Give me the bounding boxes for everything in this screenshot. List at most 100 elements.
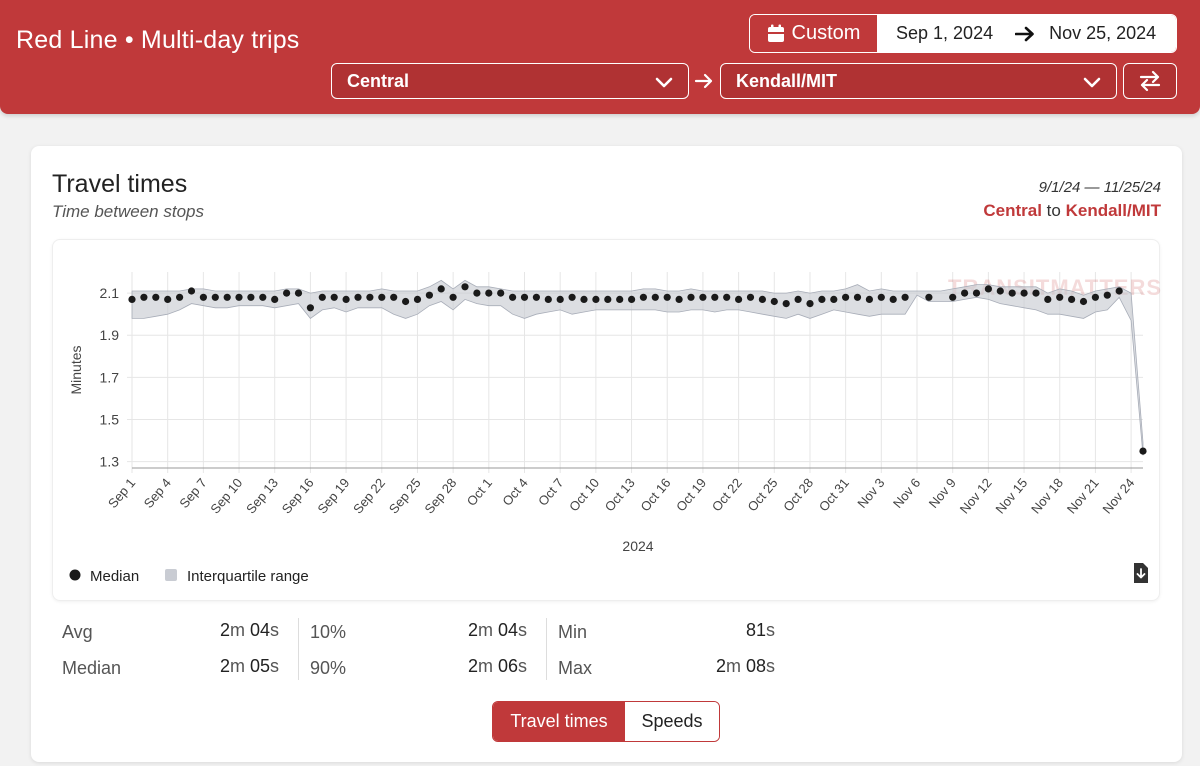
divider — [546, 618, 547, 680]
x-tick-label: Sep 10 — [207, 475, 245, 516]
from-station-label: Central — [347, 70, 410, 91]
median-point — [211, 293, 219, 301]
median-point — [889, 295, 897, 303]
start-date-input[interactable]: Sep 1, 2024 — [896, 23, 994, 43]
median-point — [152, 293, 160, 301]
to-station-label: Kendall/MIT — [736, 70, 838, 91]
stat-label: Avg — [62, 622, 93, 642]
median-point — [842, 293, 850, 301]
stat-value: 2m 04s — [467, 620, 527, 640]
x-tick-label: Nov 18 — [1028, 475, 1066, 516]
arrow-right-icon — [694, 73, 713, 89]
median-point — [628, 295, 636, 303]
median-point — [735, 295, 743, 303]
median-point — [794, 295, 802, 303]
y-tick-label: 1.5 — [100, 412, 120, 428]
median-point — [199, 293, 207, 301]
median-point — [723, 293, 731, 301]
x-tick-label: Sep 16 — [279, 475, 317, 516]
stat-label: Median — [62, 658, 122, 678]
median-point — [187, 287, 196, 295]
stat-value: 81s — [745, 620, 775, 640]
x-tick-label: Sep 7 — [176, 475, 209, 511]
median-point — [1068, 295, 1076, 303]
x-tick-label: Sep 22 — [350, 475, 388, 516]
stat-value: 2m 08s — [715, 656, 775, 676]
stat-label: Min — [558, 622, 588, 642]
median-point — [877, 293, 885, 301]
x-tick-label: Oct 31 — [816, 475, 852, 514]
chevron-down-icon — [655, 77, 673, 88]
legend-median-marker — [69, 569, 81, 581]
median-point — [140, 293, 148, 301]
median-point — [949, 293, 957, 301]
median-point — [318, 293, 326, 301]
x-tick-label: Oct 22 — [709, 475, 745, 514]
median-point — [1020, 289, 1028, 297]
median-point — [1115, 287, 1123, 295]
x-tick-label: Nov 12 — [957, 475, 995, 516]
median-point — [1139, 447, 1147, 455]
median-point — [473, 289, 481, 297]
end-date-input[interactable]: Nov 25, 2024 — [1049, 23, 1157, 43]
header-bar: Red Line • Multi-day trips Custom Sep 1,… — [0, 0, 1200, 114]
median-point — [675, 295, 683, 303]
median-point — [711, 293, 719, 301]
median-point — [461, 283, 469, 291]
from-station-select[interactable]: Central — [331, 63, 689, 99]
y-tick-label: 1.7 — [100, 369, 120, 385]
date-range-picker[interactable]: Custom Sep 1, 2024 Nov 25, 2024 — [749, 14, 1177, 53]
median-point — [413, 295, 422, 303]
median-point — [330, 293, 338, 301]
stat-min: Min 81s — [548, 614, 784, 649]
median-point — [497, 289, 505, 297]
stat-max: Max 2m 08s — [548, 650, 784, 685]
median-point — [176, 293, 184, 301]
custom-range-label: Custom — [791, 22, 861, 44]
median-point — [425, 291, 433, 299]
median-point — [592, 295, 600, 303]
stat-label: 90% — [310, 658, 347, 678]
y-axis-title: Minutes — [68, 345, 84, 394]
median-point — [616, 295, 624, 303]
swap-stations-button[interactable] — [1123, 63, 1177, 99]
stat-avg: Avg 2m 04s — [52, 614, 288, 649]
median-point — [818, 295, 826, 303]
card-title: Travel times — [52, 170, 188, 198]
download-icon[interactable] — [1134, 563, 1148, 583]
x-tick-label: Nov 9 — [926, 475, 959, 511]
tab-travel-times[interactable]: Travel times — [493, 702, 625, 741]
x-tick-label: Sep 1 — [105, 475, 138, 511]
median-point — [556, 295, 564, 303]
median-point — [164, 295, 172, 303]
tab-speeds[interactable]: Speeds — [625, 702, 719, 741]
x-tick-label: Oct 4 — [499, 475, 530, 508]
calendar-icon — [767, 24, 784, 42]
x-tick-label: Oct 13 — [602, 475, 638, 514]
median-point — [294, 289, 303, 297]
median-point — [259, 293, 267, 301]
median-point — [853, 293, 862, 301]
legend-median-label: Median — [90, 568, 139, 585]
median-point — [1103, 291, 1111, 299]
stat-p10: 10% 2m 04s — [300, 614, 536, 649]
legend-iqr-marker — [165, 569, 177, 581]
median-point — [520, 293, 529, 301]
median-point — [639, 293, 648, 301]
median-point — [354, 293, 362, 301]
chevron-down-icon — [1083, 77, 1101, 88]
to-station-select[interactable]: Kendall/MIT — [720, 63, 1117, 99]
median-point — [925, 293, 933, 301]
custom-range-button[interactable]: Custom — [750, 15, 877, 52]
metric-toggle[interactable]: Travel times Speeds — [492, 701, 720, 742]
median-point — [782, 300, 790, 308]
x-tick-label: Oct 7 — [535, 475, 566, 508]
median-point — [1056, 293, 1064, 301]
median-point — [830, 295, 838, 303]
route-from: Central — [983, 201, 1042, 220]
median-point — [1008, 289, 1016, 297]
median-point — [758, 295, 767, 303]
median-point — [235, 293, 243, 301]
